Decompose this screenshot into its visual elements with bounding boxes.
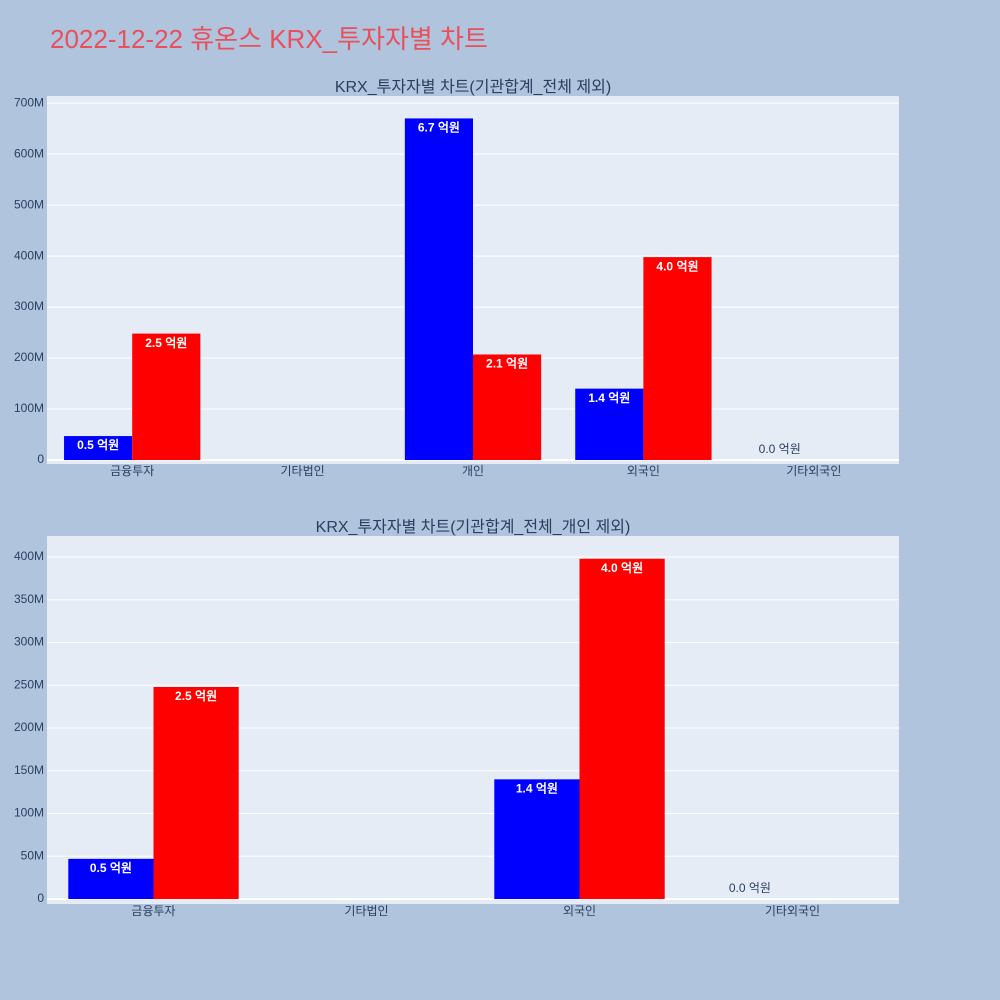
y-tick-label: 600M <box>14 146 44 160</box>
bar-label: 4.0 억원 <box>656 259 698 273</box>
y-tick-label: 500M <box>14 197 44 211</box>
y-tick-label: 100M <box>14 806 44 820</box>
bar <box>473 354 542 461</box>
bar <box>64 436 133 461</box>
bar <box>404 118 473 461</box>
y-tick-label: 400M <box>14 248 44 262</box>
y-tick-label: 300M <box>14 635 44 649</box>
x-tick-label: 기타법인 <box>281 464 325 478</box>
y-tick-label: 250M <box>14 677 44 691</box>
y-tick-label: 200M <box>14 720 44 734</box>
bar-label: 2.1 억원 <box>486 357 528 371</box>
x-tick-label: 기타외국인 <box>765 904 820 918</box>
y-tick-label: 0 <box>37 891 44 905</box>
y-tick-label: 700M <box>14 95 44 109</box>
x-tick-label: 개인 <box>462 464 484 478</box>
bar-label: 0.5 억원 <box>77 438 119 452</box>
bar-label: 2.5 억원 <box>175 689 217 703</box>
bar-label: 1.4 억원 <box>516 782 558 796</box>
bar <box>643 257 712 461</box>
bar-label: 2.5 억원 <box>145 336 187 350</box>
bar <box>494 779 580 900</box>
x-tick-label: 기타법인 <box>344 904 388 918</box>
bar-label: 1.4 억원 <box>588 391 630 405</box>
bar-label: 0.5 억원 <box>90 861 132 875</box>
bar-label: 6.7 억원 <box>418 121 460 135</box>
bar-label: 0.0 억원 <box>759 442 801 456</box>
bar <box>132 333 201 461</box>
y-tick-label: 0 <box>37 452 44 466</box>
y-tick-label: 400M <box>14 549 44 563</box>
x-tick-label: 외국인 <box>563 904 596 918</box>
x-tick-label: 기타외국인 <box>786 464 841 478</box>
x-tick-label: 금융투자 <box>110 464 154 478</box>
bar <box>153 686 239 900</box>
y-tick-label: 50M <box>21 848 44 862</box>
bar <box>575 388 644 461</box>
y-tick-label: 100M <box>14 401 44 415</box>
bar <box>68 858 154 900</box>
bar <box>579 558 665 900</box>
bar-label: 4.0 억원 <box>601 561 643 575</box>
y-tick-label: 300M <box>14 299 44 313</box>
page-title: 2022-12-22 휴온스 KRX_투자자별 차트 <box>50 24 488 54</box>
x-tick-label: 외국인 <box>627 464 660 478</box>
chart-title: KRX_투자자별 차트(기관합계_전체 제외) <box>335 78 611 96</box>
y-tick-label: 150M <box>14 763 44 777</box>
x-tick-label: 금융투자 <box>131 904 175 918</box>
y-tick-label: 350M <box>14 592 44 606</box>
chart-title: KRX_투자자별 차트(기관합계_전체_개인 제외) <box>316 518 631 536</box>
y-tick-label: 200M <box>14 350 44 364</box>
bar-label: 0.0 억원 <box>729 881 771 895</box>
